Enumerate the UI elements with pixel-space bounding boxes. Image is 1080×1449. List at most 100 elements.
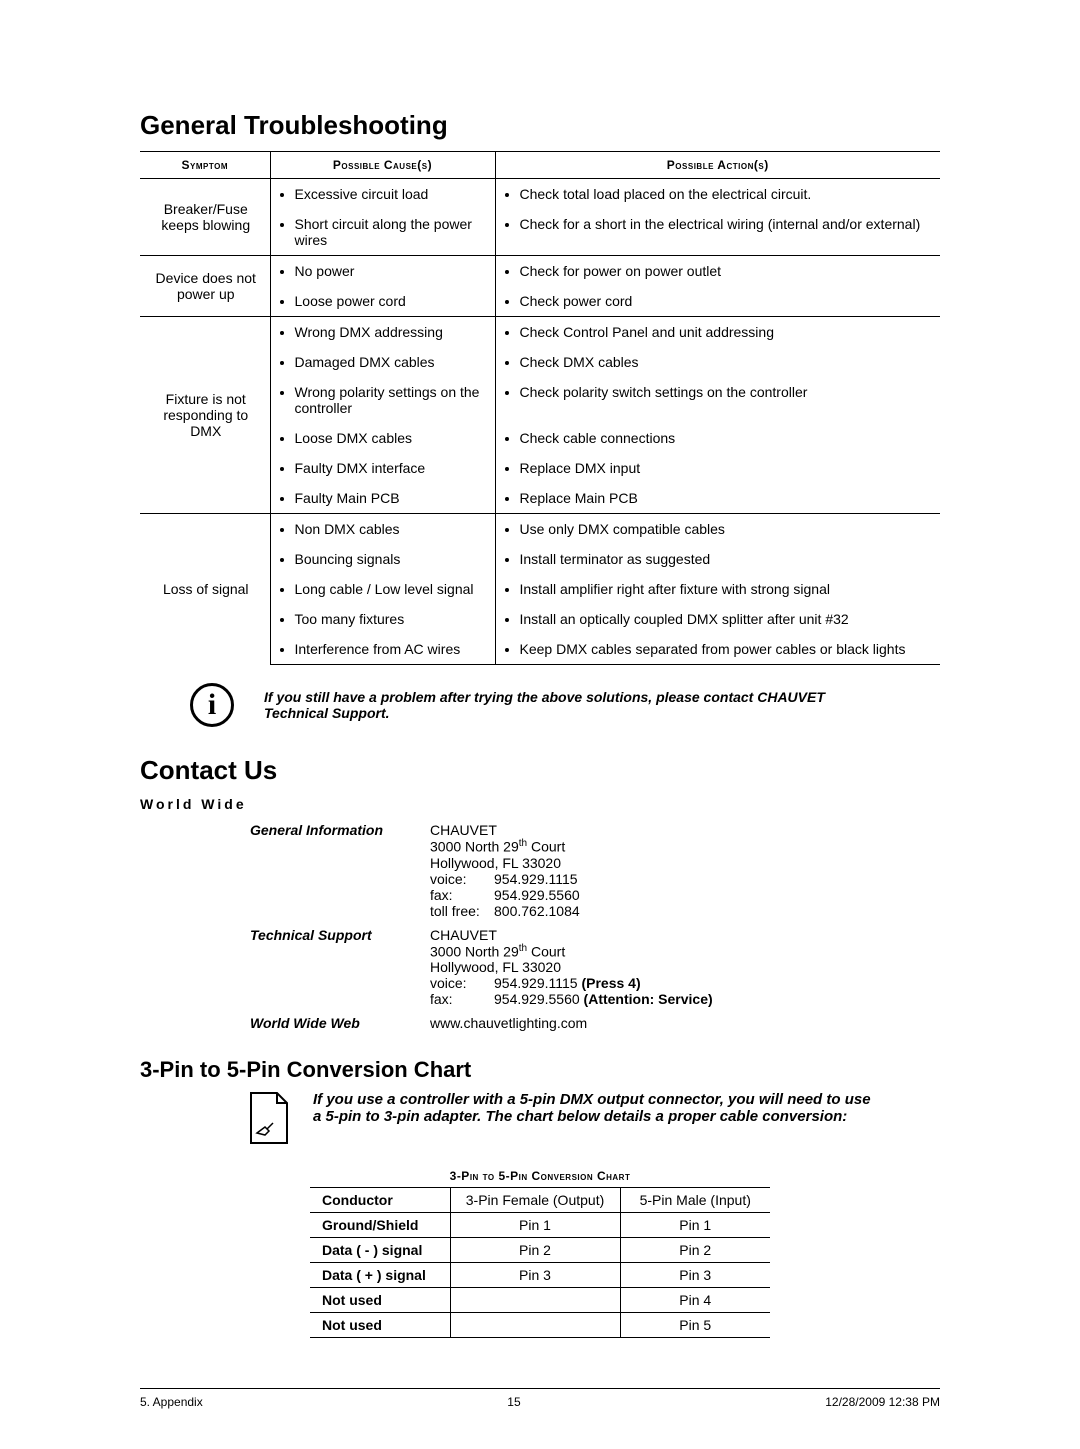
action-cell: Install amplifier right after fixture wi… xyxy=(495,574,940,604)
col-cause-header: Possible Cause(s) xyxy=(270,152,495,179)
action-cell: Check power cord xyxy=(495,286,940,317)
symptom-cell: Loss of signal xyxy=(140,514,270,665)
action-cell: Replace Main PCB xyxy=(495,483,940,514)
col-symptom-header: Symptom xyxy=(140,152,270,179)
pinchart-caption: 3-Pin to 5-Pin Conversion Chart xyxy=(310,1169,770,1187)
cause-cell: Too many fixtures xyxy=(270,604,495,634)
table-row: Loss of signalNon DMX cablesUse only DMX… xyxy=(140,514,940,545)
fivepin-cell: Pin 4 xyxy=(620,1288,770,1313)
pinchart-note: If you use a controller with a 5-pin DMX… xyxy=(245,1091,940,1145)
pin-conversion-table: 3-Pin to 5-Pin Conversion Chart Conducto… xyxy=(310,1169,770,1338)
pinchart-row: Data ( - ) signalPin 2Pin 2 xyxy=(310,1238,770,1263)
fivepin-cell: Pin 1 xyxy=(620,1213,770,1238)
document-page: General Troubleshooting Symptom Possible… xyxy=(0,0,1080,1449)
address-line2: Hollywood, FL 33020 xyxy=(430,855,713,871)
troubleshooting-note: i If you still have a problem after tryi… xyxy=(190,683,940,727)
cause-cell: Bouncing signals xyxy=(270,544,495,574)
troubleshooting-heading: General Troubleshooting xyxy=(140,110,940,141)
footer-right: 12/28/2009 12:38 PM xyxy=(825,1395,940,1409)
cause-cell: Wrong DMX addressing xyxy=(270,317,495,348)
pinchart-h2: 3-Pin Female (Output) xyxy=(450,1188,620,1213)
conductor-cell: Data ( - ) signal xyxy=(310,1238,450,1263)
contact-table: General Information CHAUVET 3000 North 2… xyxy=(250,818,713,1035)
www-label: World Wide Web xyxy=(250,1011,430,1035)
cause-cell: Faulty DMX interface xyxy=(270,453,495,483)
voice-line: voice:954.929.1115 xyxy=(430,871,713,887)
company-name: CHAUVET xyxy=(430,927,713,943)
cause-cell: Loose DMX cables xyxy=(270,423,495,453)
col-action-header: Possible Action(s) xyxy=(495,152,940,179)
contact-subheading: World Wide xyxy=(140,796,940,812)
action-cell: Use only DMX compatible cables xyxy=(495,514,940,545)
pinchart-header-row: Conductor 3-Pin Female (Output) 5-Pin Ma… xyxy=(310,1188,770,1213)
action-cell: Check total load placed on the electrica… xyxy=(495,179,940,210)
threepin-cell: Pin 2 xyxy=(450,1238,620,1263)
threepin-cell xyxy=(450,1288,620,1313)
address-line2: Hollywood, FL 33020 xyxy=(430,959,713,975)
action-cell: Install terminator as suggested xyxy=(495,544,940,574)
pinchart-h1: Conductor xyxy=(310,1188,450,1213)
cause-cell: Interference from AC wires xyxy=(270,634,495,665)
contact-heading: Contact Us xyxy=(140,755,940,786)
cause-cell: Excessive circuit load xyxy=(270,179,495,210)
cause-cell: Damaged DMX cables xyxy=(270,347,495,377)
cause-cell: Loose power cord xyxy=(270,286,495,317)
tech-support-label: Technical Support xyxy=(250,923,430,1012)
conductor-cell: Not used xyxy=(310,1288,450,1313)
tech-support-value: CHAUVET 3000 North 29th Court Hollywood,… xyxy=(430,923,713,1012)
cause-cell: Long cable / Low level signal xyxy=(270,574,495,604)
action-cell: Install an optically coupled DMX splitte… xyxy=(495,604,940,634)
pinchart-row: Not used Pin 5 xyxy=(310,1313,770,1338)
fax-line: fax:954.929.5560 (Attention: Service) xyxy=(430,991,713,1007)
fivepin-cell: Pin 3 xyxy=(620,1263,770,1288)
general-info-label: General Information xyxy=(250,818,430,923)
action-cell: Check Control Panel and unit addressing xyxy=(495,317,940,348)
voice-line: voice:954.929.1115 (Press 4) xyxy=(430,975,713,991)
conductor-cell: Not used xyxy=(310,1313,450,1338)
tollfree-line: toll free:800.762.1084 xyxy=(430,903,713,919)
action-cell: Check DMX cables xyxy=(495,347,940,377)
symptom-cell: Device does not power up xyxy=(140,256,270,317)
conductor-cell: Ground/Shield xyxy=(310,1213,450,1238)
company-name: CHAUVET xyxy=(430,822,713,838)
info-icon: i xyxy=(190,683,234,727)
pinchart-row: Not used Pin 4 xyxy=(310,1288,770,1313)
footer-center: 15 xyxy=(507,1395,520,1409)
action-cell: Replace DMX input xyxy=(495,453,940,483)
action-cell: Check cable connections xyxy=(495,423,940,453)
document-icon xyxy=(245,1091,291,1145)
fivepin-cell: Pin 2 xyxy=(620,1238,770,1263)
troubleshooting-table: Symptom Possible Cause(s) Possible Actio… xyxy=(140,151,940,665)
page-footer: 5. Appendix 15 12/28/2009 12:38 PM xyxy=(140,1388,940,1409)
action-cell: Keep DMX cables separated from power cab… xyxy=(495,634,940,665)
address-line1: 3000 North 29th Court xyxy=(430,943,713,960)
symptom-cell: Fixture is not responding to DMX xyxy=(140,317,270,514)
fax-line: fax:954.929.5560 xyxy=(430,887,713,903)
general-info-value: CHAUVET 3000 North 29th Court Hollywood,… xyxy=(430,818,713,923)
threepin-cell: Pin 1 xyxy=(450,1213,620,1238)
threepin-cell xyxy=(450,1313,620,1338)
action-cell: Check for power on power outlet xyxy=(495,256,940,287)
cause-cell: Wrong polarity settings on the controlle… xyxy=(270,377,495,423)
cause-cell: No power xyxy=(270,256,495,287)
cause-cell: Short circuit along the power wires xyxy=(270,209,495,256)
symptom-cell: Breaker/Fuse keeps blowing xyxy=(140,179,270,256)
threepin-cell: Pin 3 xyxy=(450,1263,620,1288)
note-text: If you still have a problem after trying… xyxy=(264,689,884,721)
table-row: Fixture is not responding to DMXWrong DM… xyxy=(140,317,940,348)
cause-cell: Faulty Main PCB xyxy=(270,483,495,514)
table-row: Breaker/Fuse keeps blowingExcessive circ… xyxy=(140,179,940,210)
fivepin-cell: Pin 5 xyxy=(620,1313,770,1338)
pinchart-row: Data ( + ) signalPin 3Pin 3 xyxy=(310,1263,770,1288)
table-row: Device does not power upNo powerCheck fo… xyxy=(140,256,940,287)
table-header-row: Symptom Possible Cause(s) Possible Actio… xyxy=(140,152,940,179)
pinchart-h3: 5-Pin Male (Input) xyxy=(620,1188,770,1213)
action-cell: Check polarity switch settings on the co… xyxy=(495,377,940,423)
footer-left: 5. Appendix xyxy=(140,1395,203,1409)
action-cell: Check for a short in the electrical wiri… xyxy=(495,209,940,256)
cause-cell: Non DMX cables xyxy=(270,514,495,545)
pinchart-heading: 3-Pin to 5-Pin Conversion Chart xyxy=(140,1057,940,1083)
address-line1: 3000 North 29th Court xyxy=(430,838,713,855)
conductor-cell: Data ( + ) signal xyxy=(310,1263,450,1288)
website: www.chauvetlighting.com xyxy=(430,1011,713,1035)
